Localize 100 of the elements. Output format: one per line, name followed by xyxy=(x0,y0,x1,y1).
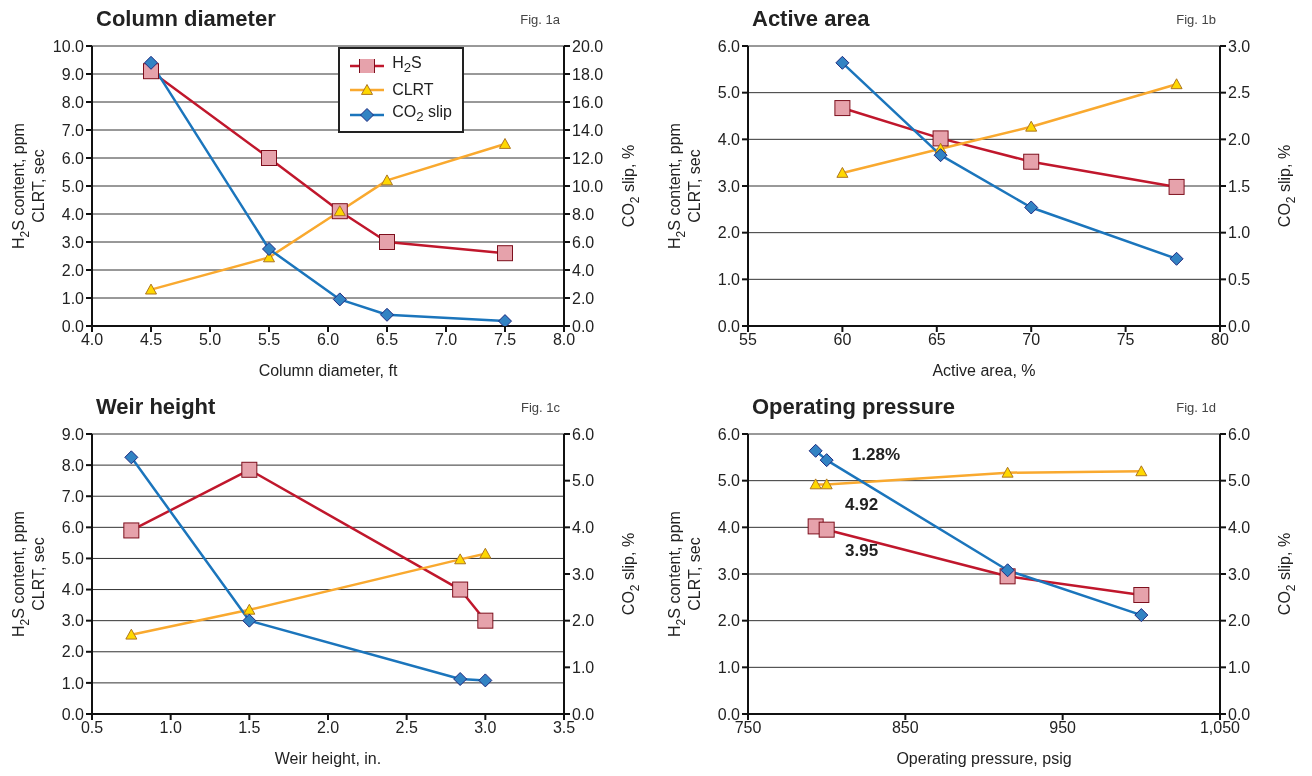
point xyxy=(1025,120,1038,132)
point xyxy=(808,443,823,458)
y-tick-label: 1.0 xyxy=(61,674,85,692)
point xyxy=(809,478,822,490)
point xyxy=(933,148,948,163)
x-tick-label: 2.5 xyxy=(395,719,418,737)
point xyxy=(380,307,394,322)
y-tick-label: 8.0 xyxy=(61,456,85,474)
chart-title: Active area xyxy=(752,6,870,31)
y2-tick-label: 0.5 xyxy=(1228,271,1251,289)
y-tick-label: 2.0 xyxy=(717,224,741,242)
y2-tick-label: 6.0 xyxy=(572,425,595,443)
y2-tick-label: 3.0 xyxy=(1228,37,1251,55)
x-tick-label: 950 xyxy=(1049,719,1077,737)
y-tick-label: 6.0 xyxy=(61,519,85,537)
point xyxy=(836,166,849,178)
y2-tick-label: 14.0 xyxy=(572,121,604,139)
y-tick-label: 7.0 xyxy=(61,121,85,139)
y2-tick-label: 3.0 xyxy=(572,565,595,583)
y2-tick-label: 4.0 xyxy=(572,519,595,537)
y-tick-label: 4.0 xyxy=(61,205,85,223)
point xyxy=(820,478,833,490)
x-axis-title: Column diameter, ft xyxy=(258,362,398,379)
y2-tick-label: 1.5 xyxy=(1228,177,1251,195)
point xyxy=(499,138,511,149)
point xyxy=(835,55,850,70)
y-tick-label: 3.0 xyxy=(61,612,85,630)
y2-tick-label: 8.0 xyxy=(572,205,595,223)
x-tick-label: 850 xyxy=(891,719,919,737)
x-tick-label: 6.5 xyxy=(375,331,399,349)
x-tick-label: 80 xyxy=(1211,331,1229,349)
point xyxy=(124,450,139,465)
point xyxy=(145,283,157,295)
y2-tick-label: 18.0 xyxy=(572,65,604,83)
point xyxy=(479,547,492,559)
x-tick-label: 5.0 xyxy=(198,331,222,349)
y-tick-label: 3.0 xyxy=(717,177,741,195)
y2-tick-label: 5.0 xyxy=(572,472,595,490)
chart-title: Weir height xyxy=(96,394,216,419)
x-tick-label: 3.0 xyxy=(474,719,497,737)
point xyxy=(125,628,138,640)
y2-tick-label: 2.0 xyxy=(572,289,595,307)
point xyxy=(243,603,256,615)
y-tick-label: 0.0 xyxy=(717,317,741,335)
annotation: 4.92 xyxy=(845,495,879,515)
x-tick-label: 6.0 xyxy=(316,331,340,349)
y-tick-label: 6.0 xyxy=(717,37,741,55)
y-tick-label: 2.0 xyxy=(717,612,741,630)
y2-tick-label: 1.0 xyxy=(572,659,595,677)
y2-tick-label: 12.0 xyxy=(572,149,604,167)
chart-title: Column diameter xyxy=(96,6,276,31)
annotation: 1.28% xyxy=(851,445,901,465)
y-tick-label: 3.0 xyxy=(717,565,741,583)
x-tick-label: 55 xyxy=(739,331,757,349)
y-tick-label: 4.0 xyxy=(61,581,85,599)
point xyxy=(819,453,834,468)
y-tick-label: 7.0 xyxy=(61,487,85,505)
y2-tick-label: 6.0 xyxy=(572,233,595,251)
point xyxy=(454,553,467,565)
y-tick-label: 2.0 xyxy=(61,643,85,661)
y2-tick-label: 2.5 xyxy=(1228,84,1251,102)
y-tick-label: 10.0 xyxy=(52,37,85,55)
x-axis-title: Operating pressure, psig xyxy=(896,750,1072,767)
x-tick-label: 4.5 xyxy=(139,331,163,349)
legend-label: CO$_{2}$ slip xyxy=(392,102,452,127)
y-tick-label: 9.0 xyxy=(61,65,85,83)
annotation: 3.95 xyxy=(845,540,879,560)
x-tick-label: 750 xyxy=(734,719,762,737)
y-tick-label: 3.0 xyxy=(61,233,85,251)
point xyxy=(381,174,393,186)
x-tick-label: 1,050 xyxy=(1199,719,1241,737)
point xyxy=(1135,465,1148,477)
y-tick-label: 1.0 xyxy=(717,659,741,677)
point xyxy=(144,55,158,70)
x-axis-title: Active area, % xyxy=(932,362,1036,379)
x-tick-label: 1.5 xyxy=(238,719,261,737)
point xyxy=(1024,200,1039,215)
x-tick-label: 7.5 xyxy=(493,331,517,349)
legend-label: H$_{2}$S xyxy=(392,53,422,78)
y-tick-label: 4.0 xyxy=(717,519,741,537)
x-tick-label: 0.5 xyxy=(80,719,104,737)
x-tick-label: 3.5 xyxy=(552,719,576,737)
chart-subtitle: Fig. 1d xyxy=(1176,400,1216,415)
y-tick-label: 4.0 xyxy=(717,131,741,149)
point xyxy=(262,242,276,256)
y-tick-label: 6.0 xyxy=(61,149,85,167)
x-tick-label: 2.0 xyxy=(316,719,340,737)
y2-tick-label: 10.0 xyxy=(572,177,604,195)
y2-tick-label: 5.0 xyxy=(1228,472,1251,490)
x-tick-label: 7.0 xyxy=(434,331,458,349)
x-tick-label: 70 xyxy=(1022,331,1041,349)
point xyxy=(478,673,493,688)
y2-tick-label: 16.0 xyxy=(572,93,604,111)
y-tick-label: 5.0 xyxy=(61,550,85,568)
y2-tick-label: 0.0 xyxy=(1228,317,1251,335)
y-tick-label: 8.0 xyxy=(61,93,85,111)
point xyxy=(1001,466,1014,478)
y-tick-label: 9.0 xyxy=(61,425,85,443)
y-tick-label: 1.0 xyxy=(717,271,741,289)
point xyxy=(332,292,347,307)
